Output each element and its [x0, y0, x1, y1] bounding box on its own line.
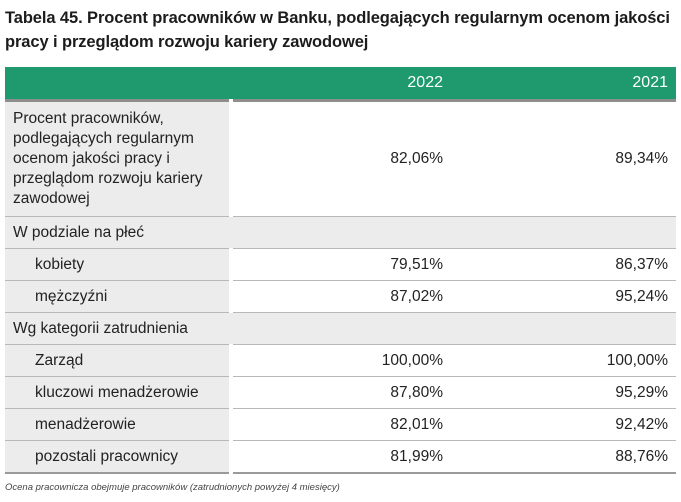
cell-value-2021: 95,29%	[451, 376, 676, 409]
row-label: Zarząd	[5, 344, 233, 377]
cell-value-2022: 87,80%	[231, 376, 451, 409]
cell-value-2022: 82,01%	[231, 408, 451, 441]
row-label: pozostali pracownicy	[5, 440, 233, 474]
cell-value-2022: 87,02%	[231, 280, 451, 313]
cell-value-2021: 100,00%	[451, 344, 676, 377]
header-blank-cell	[5, 67, 231, 102]
table-row: kluczowi menadżerowie 87,80% 95,29%	[5, 376, 676, 409]
table-row: mężczyźni 87,02% 95,24%	[5, 280, 676, 313]
cell-value-2021: 95,24%	[451, 280, 676, 313]
cell-value-2022: 81,99%	[231, 440, 451, 474]
cell-value-2022: 82,06%	[231, 100, 451, 217]
table-row: menadżerowie 82,01% 92,42%	[5, 408, 676, 441]
column-header-2021: 2021	[451, 67, 676, 102]
data-table: 2022 2021 Procent pracowników, podlegają…	[5, 67, 676, 474]
row-label: menadżerowie	[5, 408, 233, 441]
table-header-row: 2022 2021	[5, 67, 676, 102]
table-row: pozostali pracownicy 81,99% 88,76%	[5, 440, 676, 474]
section-label: W podziale na płeć	[5, 216, 676, 249]
row-label: Procent pracowników, podlegających regul…	[5, 100, 233, 217]
cell-value-2021: 88,76%	[451, 440, 676, 474]
table-row: Zarząd 100,00% 100,00%	[5, 344, 676, 377]
table-title: Tabela 45. Procent pracowników w Banku, …	[5, 9, 670, 51]
cell-value-2021: 89,34%	[451, 100, 676, 217]
section-header-row: Wg kategorii zatrudnienia	[5, 312, 676, 345]
section-label: Wg kategorii zatrudnienia	[5, 312, 676, 345]
table-row: kobiety 79,51% 86,37%	[5, 248, 676, 281]
row-label: mężczyźni	[5, 280, 233, 313]
column-header-2022: 2022	[231, 67, 451, 102]
table-row: Procent pracowników, podlegających regul…	[5, 100, 676, 217]
row-label: kluczowi menadżerowie	[5, 376, 233, 409]
cell-value-2021: 86,37%	[451, 248, 676, 281]
section-header-row: W podziale na płeć	[5, 216, 676, 249]
footnote: Ocena pracownicza obejmuje pracowników (…	[5, 482, 340, 493]
row-label: kobiety	[5, 248, 233, 281]
cell-value-2022: 79,51%	[231, 248, 451, 281]
cell-value-2022: 100,00%	[231, 344, 451, 377]
cell-value-2021: 92,42%	[451, 408, 676, 441]
